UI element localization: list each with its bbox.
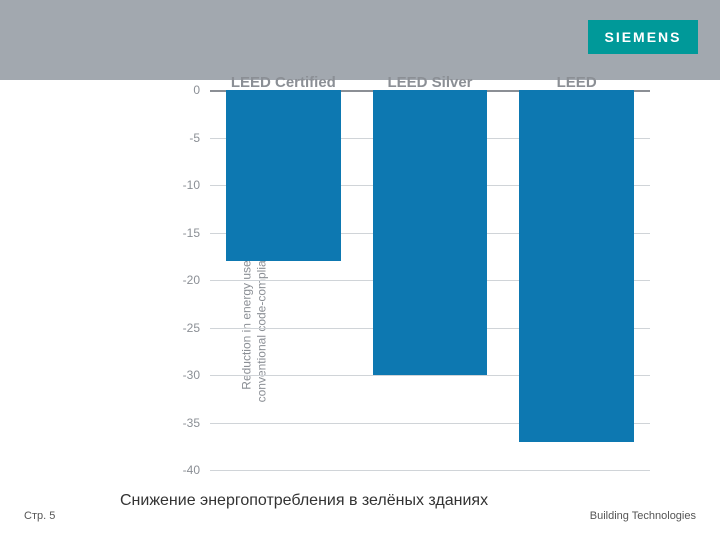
footer-right: Building Technologies [590, 510, 696, 522]
y-tick-label: -30 [183, 368, 200, 382]
y-tick-label: -5 [189, 131, 200, 145]
category-label: LEED Silver [387, 74, 472, 91]
gridline [210, 470, 650, 471]
y-tick-label: -35 [183, 416, 200, 430]
page-number: Стр. 5 [24, 510, 55, 522]
brand-logo: SIEMENS [588, 20, 698, 54]
y-tick-label: -15 [183, 226, 200, 240]
bar [519, 90, 633, 442]
y-tick-label: -10 [183, 178, 200, 192]
y-tick-label: 0 [193, 83, 200, 97]
bar [373, 90, 487, 375]
brand-logo-text: SIEMENS [604, 29, 681, 45]
chart-caption: Снижение энергопотребления в зелёных зда… [120, 492, 488, 510]
plot-area: 0-5-10-15-20-25-30-35-40LEED CertifiedLE… [210, 90, 650, 470]
bar [226, 90, 340, 261]
y-tick-label: -25 [183, 321, 200, 335]
y-tick-label: -20 [183, 273, 200, 287]
energy-reduction-chart: Reduction in energy use compared to conv… [90, 90, 650, 470]
category-label: LEED Certified [231, 74, 336, 91]
y-tick-label: -40 [183, 463, 200, 477]
